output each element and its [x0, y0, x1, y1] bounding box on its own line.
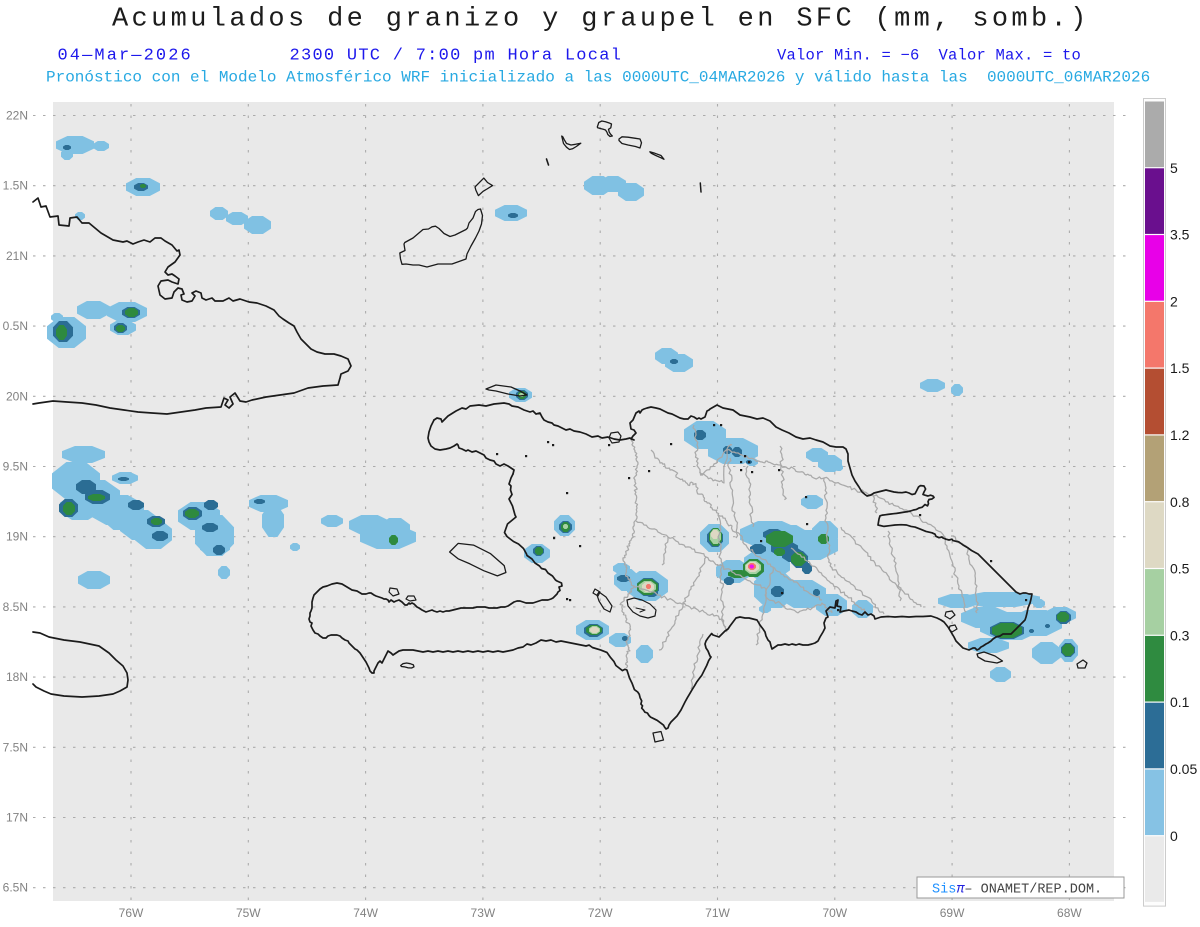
- svg-text:0.5N: 0.5N: [3, 319, 28, 333]
- svg-text:Sisπ– ONAMET/REP.DOM.: Sisπ– ONAMET/REP.DOM.: [932, 883, 1102, 898]
- svg-text:74W: 74W: [353, 906, 378, 920]
- svg-text:Pronóstico con el Modelo Atmos: Pronóstico con el Modelo Atmosférico WRF…: [46, 69, 1150, 87]
- svg-text:0: 0: [1170, 828, 1178, 844]
- svg-text:72W: 72W: [588, 906, 613, 920]
- svg-text:0.3: 0.3: [1170, 627, 1190, 643]
- svg-text:68W: 68W: [1057, 906, 1082, 920]
- svg-text:1.5: 1.5: [1170, 360, 1190, 376]
- svg-text:69W: 69W: [940, 906, 965, 920]
- svg-text:21N: 21N: [6, 249, 28, 263]
- svg-text:0.05: 0.05: [1170, 761, 1197, 777]
- svg-text:1.2: 1.2: [1170, 427, 1190, 443]
- svg-text:1.5N: 1.5N: [3, 179, 28, 193]
- svg-text:7.5N: 7.5N: [3, 740, 28, 754]
- svg-text:8.5N: 8.5N: [3, 600, 28, 614]
- svg-text:22N: 22N: [6, 109, 28, 123]
- svg-text:5: 5: [1170, 160, 1178, 176]
- svg-text:17N: 17N: [6, 811, 28, 825]
- svg-text:20N: 20N: [6, 389, 28, 403]
- svg-text:04—Mar—2026: 04—Mar—2026: [58, 47, 193, 66]
- svg-text:2300 UTC / 7:00 pm Hora Local: 2300 UTC / 7:00 pm Hora Local: [290, 47, 623, 66]
- svg-text:71W: 71W: [705, 906, 730, 920]
- svg-text:0.5: 0.5: [1170, 561, 1190, 577]
- svg-text:75W: 75W: [236, 906, 261, 920]
- svg-text:70W: 70W: [822, 906, 847, 920]
- svg-text:9.5N: 9.5N: [3, 460, 28, 474]
- svg-text:3.5: 3.5: [1170, 227, 1190, 243]
- svg-text:0.1: 0.1: [1170, 694, 1190, 710]
- svg-text:19N: 19N: [6, 530, 28, 544]
- svg-text:18N: 18N: [6, 670, 28, 684]
- svg-text:6.5N: 6.5N: [3, 881, 28, 895]
- svg-text:0.8: 0.8: [1170, 494, 1190, 510]
- svg-text:2: 2: [1170, 293, 1178, 309]
- svg-text:Valor Min. = −6 Valor Max. =: Valor Min. = −6 Valor Max. = to: [777, 47, 1081, 65]
- svg-text:73W: 73W: [471, 906, 496, 920]
- svg-text:Acumulados de granizo y graupe: Acumulados de granizo y graupel en SFC (…: [112, 5, 1090, 35]
- svg-text:76W: 76W: [119, 906, 144, 920]
